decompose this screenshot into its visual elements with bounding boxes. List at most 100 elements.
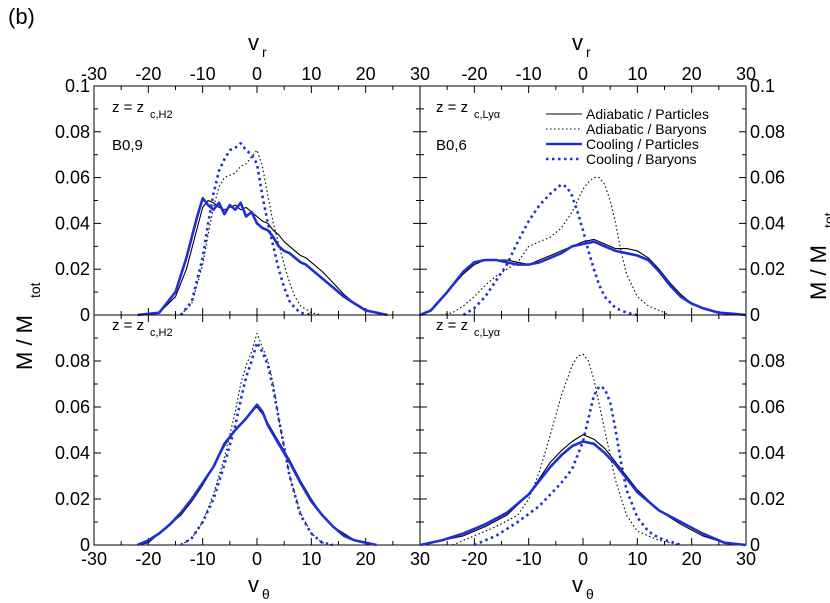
top-right-series-cooling-particles [419,240,747,317]
bottom-xlabel-left: v θ [248,572,270,602]
top-left-xtick-label: -30 [81,64,107,84]
bottom-right-xtick-label: 10 [627,549,647,569]
left-ylabel: M / M tot [12,282,43,370]
bottom-right-series-cooling-baryons [473,384,682,547]
bottom-left-xtick-label: -30 [81,549,107,569]
top-left-xtick-label: -20 [135,64,161,84]
svg-text:c,H2: c,H2 [150,327,173,339]
bottom-left-series-adiabatic-baryons [180,332,334,546]
top-right-xtick-label: 20 [682,64,702,84]
annotation-top-left-z: z = z c,H2 [112,99,173,121]
panel-label: (b) [8,4,35,29]
svg-text:θ: θ [262,586,270,602]
top-right-xtick-label: 30 [736,64,756,84]
bottom-right-xtick-label: 30 [736,549,756,569]
annotation-bottom-right-z: z = z c,Lyα [436,317,501,339]
top-right-ytick-label: 0.04 [750,213,785,233]
bottom-left-ytick-label: 0 [80,535,90,555]
legend-label-adiabatic-baryons: Adiabatic / Baryons [586,121,707,137]
svg-text:c,H2: c,H2 [150,109,173,121]
top-right-ytick-label: 0.02 [750,259,785,279]
annotation-top-right-z: z = z c,Lyα [436,99,501,121]
bottom-right-series-cooling-particles [419,440,747,547]
bottom-left-ytick-label: 0.08 [55,351,90,371]
top-right-xtick-label: 0 [578,64,588,84]
annotation-top-left-model: B0,9 [112,137,143,154]
top-left-series-adiabatic-particles [137,199,388,316]
top-right-xtick-label: 30 [410,64,430,84]
svg-text:r: r [262,44,267,60]
svg-text:v: v [248,30,259,55]
top-left-xtick-label: 20 [356,64,376,84]
bottom-right-xtick-label: -20 [461,549,487,569]
top-right-series-adiabatic-particles [419,238,747,316]
svg-text:θ: θ [586,586,594,602]
svg-text:z = z: z = z [436,317,468,334]
top-left-ytick-label: 0.02 [55,259,90,279]
top-left-ytick-label: 0 [80,305,90,325]
top-left-ytick-label: 0.04 [55,213,90,233]
bottom-left-xtick-label: 0 [252,549,262,569]
top-left-xtick-label: 10 [301,64,321,84]
bottom-left-frame [93,314,421,546]
svg-text:r: r [586,44,591,60]
bottom-left-xtick-label: -10 [190,549,216,569]
annotation-top-right-model: B0,6 [436,137,467,154]
bottom-right-ytick-label: 0 [750,535,760,555]
bottom-right-ytick-label: 0.06 [750,397,785,417]
svg-text:v: v [572,30,583,55]
svg-text:z = z: z = z [436,99,468,116]
svg-text:v: v [248,572,259,597]
top-left-ytick-label: 0.1 [65,76,90,96]
bottom-right-xtick-label: 0 [578,549,588,569]
bottom-right-ytick-label: 0.08 [750,351,785,371]
bottom-right-xtick-label: -10 [516,549,542,569]
bottom-right-xtick-label: 20 [682,549,702,569]
top-right-ytick-label: 0.06 [750,168,785,188]
bottom-left-ytick-label: 0.04 [55,443,90,463]
bottom-left-xtick-label: 10 [301,549,321,569]
svg-text:M / M: M / M [806,245,830,300]
legend-label-cooling-particles: Cooling / Particles [586,136,699,152]
bottom-left-ytick-label: 0.02 [55,489,90,509]
bottom-left-xtick-label: -20 [135,549,161,569]
svg-text:tot: tot [27,282,43,298]
top-left-ytick-label: 0.06 [55,168,90,188]
top-left-ytick-label: 0.08 [55,122,90,142]
top-right-ytick-label: 0.1 [750,76,775,96]
annotation-bottom-left-z: z = z c,H2 [112,317,173,339]
top-left-series-adiabatic-baryons [180,149,323,316]
top-right-xtick-label: -10 [516,64,542,84]
bottom-right-ytick-label: 0.02 [750,489,785,509]
legend-label-cooling-baryons: Cooling / Baryons [586,151,697,167]
svg-text:z = z: z = z [112,99,144,116]
top-xlabel: v r [572,30,591,60]
legend: Adiabatic / Particles Adiabatic / Baryon… [546,106,709,167]
bottom-right-ytick-label: 0.04 [750,443,785,463]
svg-text:v: v [572,572,583,597]
svg-text:tot: tot [821,212,830,228]
bottom-left-xtick-label: 20 [356,549,376,569]
svg-text:M / M: M / M [12,315,37,370]
svg-text:c,Lyα: c,Lyα [474,327,501,339]
top-xlabel-left: v r [248,30,267,60]
top-right-series-cooling-baryons [462,183,638,317]
svg-text:z = z: z = z [112,317,144,334]
top-right-xtick-label: -20 [461,64,487,84]
top-left-series-cooling-baryons [179,142,312,317]
top-left-xtick-label: -10 [190,64,216,84]
top-left-frame [93,85,421,316]
bottom-right-series-adiabatic-particles [419,434,747,546]
top-left-series-cooling-particles [137,196,388,317]
bottom-right-frame [419,314,747,546]
bottom-right-xtick-label: 30 [410,549,430,569]
bottom-left-series-cooling-baryons [180,341,334,547]
top-left-xtick-label: 0 [252,64,262,84]
legend-label-adiabatic-particles: Adiabatic / Particles [586,106,709,122]
top-right-ytick-label: 0 [750,305,760,325]
top-right-xtick-label: 10 [627,64,647,84]
right-ylabel: M / M tot [806,212,830,300]
bottom-xlabel: v θ [572,572,594,602]
